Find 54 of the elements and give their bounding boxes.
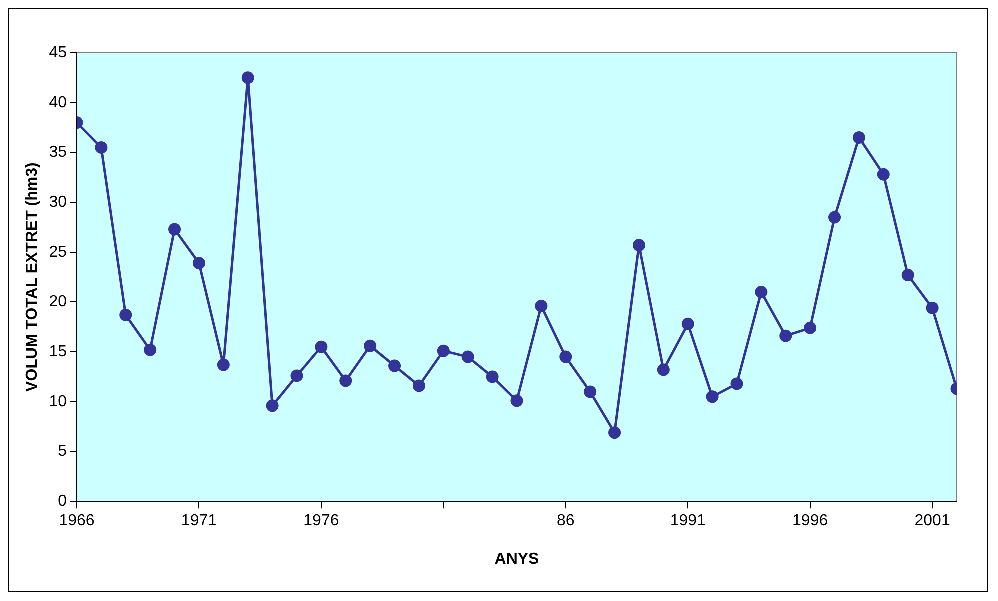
point [902,269,914,282]
point [632,239,646,252]
x-tick-label: 1971 [181,512,218,530]
y-tick-label: 40 [49,94,68,112]
point [486,370,499,384]
x-tick-label: 2001 [914,512,950,530]
point [412,380,426,392]
point [804,322,817,334]
y-tick-label: 25 [49,244,68,261]
point [510,394,524,408]
point [657,364,670,376]
y-axis-title: VOLUM TOTAL EXTRET (hm3) [24,162,42,392]
point [290,370,304,382]
point [120,308,132,322]
point [755,286,768,299]
point [608,426,622,440]
point [192,257,206,270]
x-tick-label: 1991 [670,512,706,530]
point [730,378,744,390]
point [877,168,890,181]
point [780,330,792,342]
y-tick-label: 20 [49,294,68,311]
y-tick-label: 35 [49,144,68,162]
y-tick-label: 5 [58,443,68,460]
point [340,374,352,388]
point [144,344,157,356]
y-tick-label: 10 [49,393,68,410]
point [364,340,377,352]
y-tick-label: 0 [58,493,68,510]
point [926,302,939,314]
point [266,400,279,412]
x-tick-label: 1966 [59,512,95,530]
point [168,223,182,236]
y-tick-label: 15 [49,343,68,360]
point [584,386,597,398]
x-tick-label: 1996 [792,512,828,530]
point [828,211,842,224]
point [95,141,108,154]
y-tick-label: 45 [49,44,68,62]
x-tick-label: 86 [556,512,575,530]
point [217,358,230,372]
point [852,131,866,144]
point [462,350,474,364]
point [706,390,719,404]
point [388,360,402,372]
point [535,300,548,312]
point [315,340,328,354]
x-axis-title: ANYS [494,550,540,568]
y-tick-label: 30 [49,194,68,211]
point [682,318,694,330]
x-tick-label: 1976 [304,512,340,530]
point [437,344,450,358]
point [242,72,254,84]
point [560,350,572,364]
